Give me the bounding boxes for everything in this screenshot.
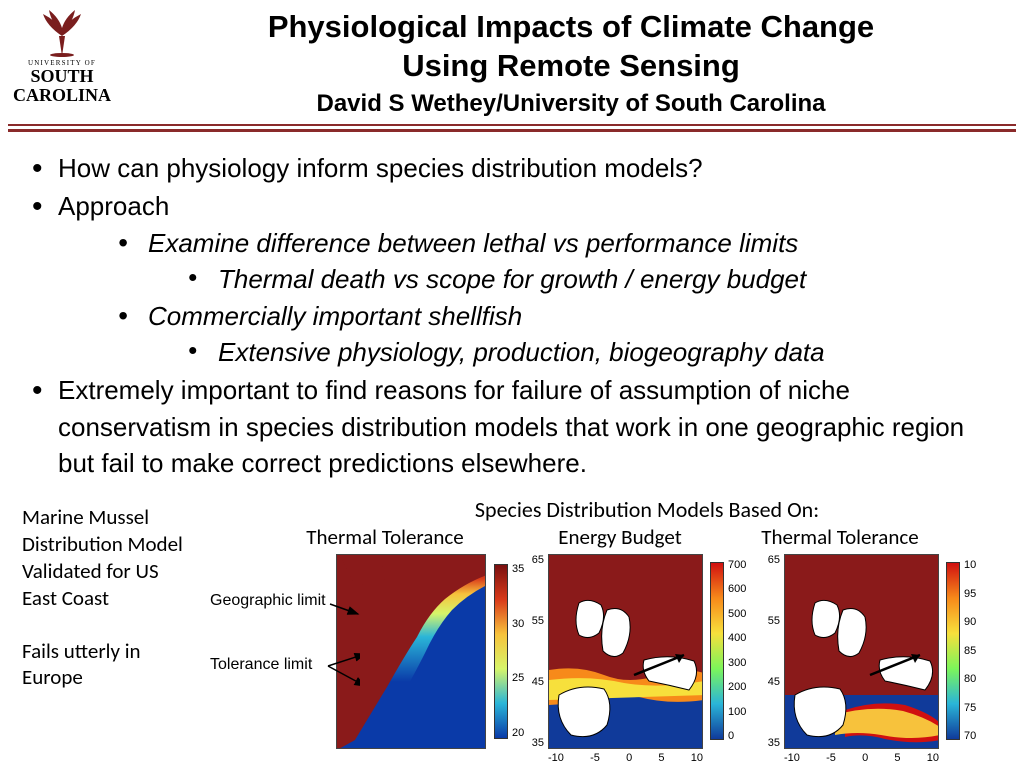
- map-panel-3: 65 55 45 35 10 95 90 85: [784, 554, 1004, 764]
- annot-tolerance-limit: Tolerance limit: [210, 656, 312, 674]
- usc-logo: UNIVERSITY OF SOUTH CAROLINA: [12, 8, 112, 118]
- colorbar-2: [710, 562, 724, 740]
- bullet-l2-text: Examine difference between lethal vs per…: [148, 228, 798, 258]
- bullet-l1: Extremely important to find reasons for …: [58, 372, 984, 481]
- title-line2: Using Remote Sensing: [130, 47, 1012, 86]
- bullet-l1-text: Approach: [58, 191, 169, 221]
- bullet-l2-text: Commercially important shellfish: [148, 301, 522, 331]
- logo-carolina: CAROLINA: [13, 86, 111, 105]
- palmetto-tree-icon: [37, 8, 87, 58]
- title-line1: Physiological Impacts of Climate Change: [130, 8, 1012, 47]
- side-caption-a: Marine Mussel Distribution Model Validat…: [22, 504, 192, 612]
- map-panel-2: 65 55 45 35 700 600 500: [548, 554, 768, 764]
- colorbar-3-ticks: 10 95 90 85 80 75 70: [964, 560, 976, 742]
- panel2-label: Energy Budget: [530, 524, 710, 550]
- panel1-label: Thermal Tolerance: [290, 524, 480, 550]
- bullet-l1: How can physiology inform species distri…: [58, 150, 984, 186]
- colorbar-3: [946, 562, 960, 740]
- figure-title: Species Distribution Models Based On:: [290, 496, 1004, 523]
- annot-geographic-limit: Geographic limit: [210, 592, 326, 610]
- side-caption-b: Fails utterly in Europe: [22, 638, 192, 692]
- bullet-body: How can physiology inform species distri…: [0, 132, 1024, 482]
- title-block: Physiological Impacts of Climate Change …: [130, 8, 1012, 118]
- map2-xticks: -10 -5 0 5 10: [548, 752, 703, 764]
- bullet-l1: Approach Examine difference between leth…: [58, 188, 984, 370]
- bullet-l2: Examine difference between lethal vs per…: [148, 225, 984, 298]
- map-panel-1: 35 30 25 20: [336, 554, 531, 764]
- bullet-l3: Thermal death vs scope for growth / ener…: [218, 261, 984, 297]
- header-rule: [8, 124, 1016, 132]
- side-caption: Marine Mussel Distribution Model Validat…: [22, 504, 192, 691]
- panel3-label: Thermal Tolerance: [740, 524, 940, 550]
- figure-area: Marine Mussel Distribution Model Validat…: [0, 496, 1024, 768]
- map2-yticks: 65 55 45 35: [528, 554, 544, 749]
- colorbar-1: [494, 564, 508, 739]
- header: UNIVERSITY OF SOUTH CAROLINA Physiologic…: [0, 0, 1024, 122]
- bullet-l2: Commercially important shellfish Extensi…: [148, 298, 984, 371]
- subtitle: David S Wethey/University of South Carol…: [130, 90, 1012, 118]
- colorbar-1-ticks: 35 30 25 20: [512, 564, 524, 739]
- colorbar-2-ticks: 700 600 500 400 300 200 100 0: [728, 560, 746, 742]
- map3-xticks: -10 -5 0 5 10: [784, 752, 939, 764]
- logo-south: SOUTH: [13, 67, 111, 86]
- map3-yticks: 65 55 45 35: [764, 554, 780, 749]
- bullet-l3: Extensive physiology, production, biogeo…: [218, 334, 984, 370]
